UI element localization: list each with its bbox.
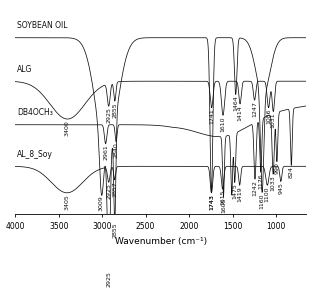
Text: 2855: 2855 — [112, 223, 117, 238]
Text: 3009: 3009 — [99, 195, 104, 211]
Text: 1475: 1475 — [232, 184, 237, 199]
Text: 824: 824 — [289, 166, 294, 178]
Text: 2925: 2925 — [106, 183, 111, 199]
Text: 1741: 1741 — [209, 109, 214, 124]
Text: DB4OCH₃: DB4OCH₃ — [17, 108, 53, 117]
Text: 3405: 3405 — [65, 194, 70, 209]
Text: 1247: 1247 — [252, 101, 257, 117]
Text: SOYBEAN OIL: SOYBEAN OIL — [17, 21, 67, 30]
Text: 1033: 1033 — [271, 175, 276, 191]
Text: 2961: 2961 — [103, 145, 108, 160]
Text: 1100: 1100 — [265, 186, 270, 202]
Text: ALG: ALG — [17, 65, 32, 74]
Text: 990: 990 — [274, 163, 280, 174]
Text: 2925: 2925 — [106, 271, 111, 287]
Text: 1242: 1242 — [252, 180, 257, 196]
Text: 2925: 2925 — [106, 107, 111, 123]
Text: 1086: 1086 — [266, 109, 271, 124]
Text: 1610: 1610 — [221, 116, 226, 132]
Text: 945: 945 — [278, 182, 283, 194]
Text: 1743: 1743 — [209, 194, 214, 209]
Text: 1414: 1414 — [237, 105, 242, 121]
Text: 1031: 1031 — [271, 112, 276, 128]
Text: 1176: 1176 — [258, 173, 263, 189]
Text: 1464: 1464 — [233, 95, 238, 111]
X-axis label: Wavenumber (cm⁻¹): Wavenumber (cm⁻¹) — [115, 237, 207, 246]
Text: 2857: 2857 — [112, 181, 117, 196]
Text: AL_8_Soy: AL_8_Soy — [17, 150, 53, 159]
Text: 1615: 1615 — [220, 190, 225, 205]
Text: 1605: 1605 — [221, 198, 226, 213]
Text: 1160: 1160 — [260, 193, 265, 209]
Text: 1419: 1419 — [237, 186, 242, 202]
Text: 1743: 1743 — [209, 194, 214, 209]
Text: 3400: 3400 — [65, 120, 70, 136]
Text: 2840: 2840 — [114, 143, 119, 159]
Text: 2855: 2855 — [112, 102, 117, 118]
